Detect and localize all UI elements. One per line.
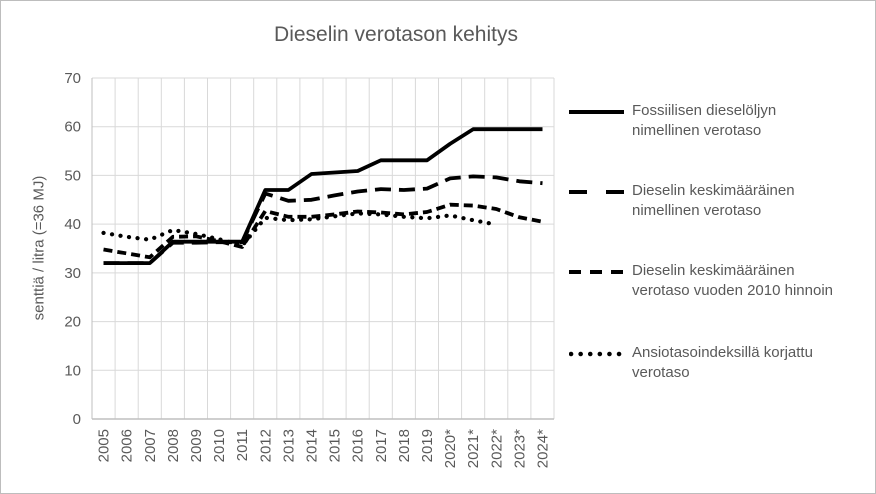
x-tick-label: 2018 [396,429,413,462]
chart-title: Dieselin verotason kehitys [274,23,518,46]
dash-line-icon [569,270,624,274]
y-tick-label: 60 [64,119,81,136]
y-tick-label: 10 [64,362,81,379]
x-tick-label: 2014 [303,429,320,462]
series-line-dotted [101,211,499,248]
x-tick-label: 2019 [419,429,436,462]
x-tick-label: 2024* [534,429,551,468]
legend-item-fossil-nominal: Fossiilisen dieselöljyn nimellinen verot… [569,101,847,141]
y-tick-label: 0 [73,411,81,428]
dotted-line-icon [569,351,624,357]
y-tick-label: 30 [64,265,81,282]
legend-item-average-nominal: Dieselin keskimääräinen nimellinen verot… [569,181,847,221]
series-line-dash [103,202,543,260]
x-tick-label: 2010 [211,429,228,462]
legend-label: Ansiotasoindeksillä korjattu verotaso [632,344,813,381]
x-tick-label: 2020* [442,429,459,468]
x-tick-label: 2011 [234,429,251,461]
x-tick-label: 2005 [96,429,113,462]
legend-label: Dieselin keskimääräinen verotaso vuoden … [632,262,833,299]
y-tick-label: 40 [64,216,81,233]
series-line-long-dash [103,174,543,265]
x-tick-label: 2023* [511,429,528,468]
y-tick-label: 20 [64,314,81,331]
solid-line-icon [569,110,624,114]
x-tick-label: 2022* [488,429,505,468]
x-tick-label: 2006 [119,429,136,462]
legend: Fossiilisen dieselöljyn nimellinen verot… [569,1,869,493]
x-tick-label: 2015 [327,429,344,462]
legend-label: Fossiilisen dieselöljyn nimellinen verot… [632,102,777,139]
x-tick-label: 2007 [142,429,159,462]
y-tick-label: 50 [64,167,81,184]
x-tick-label: 2016 [350,429,367,462]
x-tick-label: 2012 [257,429,274,462]
x-tick-label: 2008 [165,429,182,462]
long-dash-line-icon [569,190,624,194]
x-tick-label: 2021* [465,429,482,468]
legend-label: Dieselin keskimääräinen nimellinen verot… [632,182,795,219]
legend-item-average-real-2010: Dieselin keskimääräinen verotaso vuoden … [569,261,847,301]
x-tick-label: 2017 [373,429,390,462]
x-tick-label: 2009 [188,429,205,462]
x-tick-label: 2013 [280,429,297,462]
legend-item-wage-index-corrected: Ansiotasoindeksillä korjattu verotaso [569,343,847,383]
y-tick-label: 70 [64,70,81,87]
